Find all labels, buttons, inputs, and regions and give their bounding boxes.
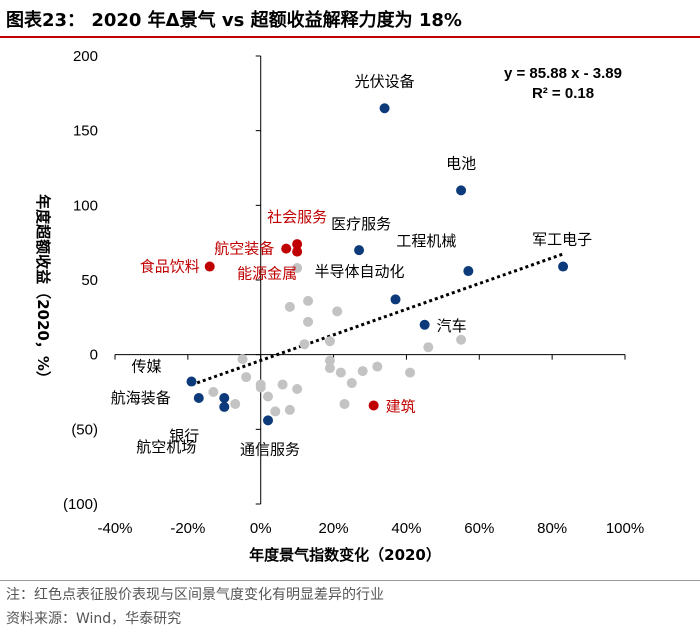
point-label: 通信服务 bbox=[240, 440, 300, 458]
x-tick-label: 20% bbox=[319, 520, 349, 537]
x-tick-label: -20% bbox=[170, 520, 205, 537]
point-label: 传媒 bbox=[131, 358, 161, 376]
scatter-point bbox=[237, 354, 248, 365]
scatter-point bbox=[284, 404, 295, 415]
footer-rule bbox=[0, 580, 700, 581]
scatter-point bbox=[405, 367, 416, 378]
scatter-point bbox=[292, 263, 303, 274]
scatter-point bbox=[208, 387, 219, 397]
points-layer bbox=[186, 103, 569, 426]
scatter-point bbox=[357, 366, 368, 377]
x-tick-label: 60% bbox=[464, 520, 494, 537]
scatter-point bbox=[263, 415, 273, 426]
scatter-point bbox=[324, 336, 335, 347]
scatter-point bbox=[303, 295, 314, 306]
y-tick-label: 50 bbox=[81, 272, 98, 289]
scatter-chart: -40% -20% 0% 20% 40% 60% 80% 100% (100) (50) 0 50 10… bbox=[34, 48, 644, 564]
scatter-point bbox=[186, 376, 197, 387]
point-label: 建筑 bbox=[386, 397, 416, 415]
scatter-point bbox=[335, 367, 346, 378]
scatter-point bbox=[324, 355, 335, 366]
x-tick-label: 80% bbox=[537, 520, 567, 537]
source-note: 资料来源：Wind，华泰研究 bbox=[6, 611, 182, 627]
scatter-point bbox=[456, 185, 467, 196]
scatter-point bbox=[339, 398, 350, 409]
scatter-point bbox=[324, 363, 335, 374]
scatter-point bbox=[284, 301, 295, 312]
point-label: 社会服务 bbox=[267, 208, 327, 226]
x-tick-label: 100% bbox=[606, 520, 644, 537]
y-tick-label: 150 bbox=[73, 123, 98, 140]
scatter-point bbox=[263, 391, 273, 402]
point-label: 汽车 bbox=[437, 317, 467, 335]
scatter-point bbox=[219, 392, 230, 403]
point-label: 电池 bbox=[446, 154, 476, 172]
scatter-point bbox=[299, 339, 310, 350]
scatter-point bbox=[332, 306, 343, 317]
y-tick-label: (100) bbox=[63, 496, 98, 513]
scatter-point bbox=[423, 342, 434, 353]
y-tick-label: 100 bbox=[73, 197, 98, 214]
scatter-point bbox=[456, 334, 467, 345]
y-tick-label: 0 bbox=[90, 347, 98, 364]
scatter-point bbox=[354, 245, 365, 256]
x-axis-label: 年度景气指数变化（2020） bbox=[249, 546, 441, 564]
scatter-point bbox=[390, 294, 401, 305]
scatter-point bbox=[379, 103, 390, 114]
scatter-point bbox=[346, 378, 357, 389]
x-tick-label: 0% bbox=[250, 520, 272, 537]
x-tick-label: 40% bbox=[391, 520, 421, 537]
point-label: 军工电子 bbox=[532, 231, 592, 249]
scatter-point bbox=[368, 400, 379, 411]
y-axis-label: 年度超额收益（2020，%） bbox=[34, 194, 52, 386]
point-label: 能源金属 bbox=[237, 265, 297, 283]
footnote: 注：红色点表征股价表现与区间景气度变化有明显差异的行业 bbox=[6, 587, 384, 603]
scatter-point bbox=[419, 319, 430, 330]
y-tick-label: (50) bbox=[71, 421, 98, 438]
scatter-point bbox=[463, 266, 474, 277]
point-label: 工程机械 bbox=[396, 232, 456, 250]
scatter-point bbox=[292, 246, 303, 257]
point-label: 医疗服务 bbox=[331, 215, 391, 233]
x-tick-label: -40% bbox=[97, 520, 132, 537]
point-label: 航空机场 bbox=[136, 438, 196, 456]
scatter-point bbox=[241, 372, 252, 383]
scatter-point bbox=[219, 401, 230, 412]
scatter-point bbox=[372, 361, 383, 372]
scatter-point bbox=[193, 392, 204, 403]
scatter-point bbox=[277, 379, 288, 390]
point-label: 银行 bbox=[169, 427, 199, 445]
point-label: 光伏设备 bbox=[355, 72, 415, 90]
scatter-point bbox=[255, 379, 266, 390]
scatter-point bbox=[204, 261, 215, 272]
point-label: 航空装备 bbox=[214, 240, 274, 258]
scatter-point bbox=[558, 261, 569, 272]
point-label: 食品饮料 bbox=[140, 258, 200, 276]
chart-title: 图表23： 2020 年Δ景气 vs 超额收益解释力度为 18% bbox=[6, 10, 462, 31]
point-label: 半导体自动化 bbox=[314, 262, 404, 280]
scatter-point bbox=[281, 243, 292, 254]
regression-equation: y = 85.88 x - 3.89 bbox=[504, 65, 622, 82]
title-rule bbox=[0, 36, 700, 38]
point-label: 航海装备 bbox=[111, 389, 171, 407]
scatter-point bbox=[303, 316, 314, 327]
y-tick-label: 200 bbox=[73, 48, 98, 65]
scatter-point bbox=[292, 239, 303, 250]
r-squared: R² = 0.18 bbox=[532, 85, 594, 102]
scatter-point bbox=[230, 398, 241, 409]
axes: -40% -20% 0% 20% 40% 60% 80% 100% (100) (50) 0 50 10… bbox=[63, 48, 644, 537]
scatter-point bbox=[292, 384, 303, 395]
scatter-point bbox=[270, 406, 281, 417]
